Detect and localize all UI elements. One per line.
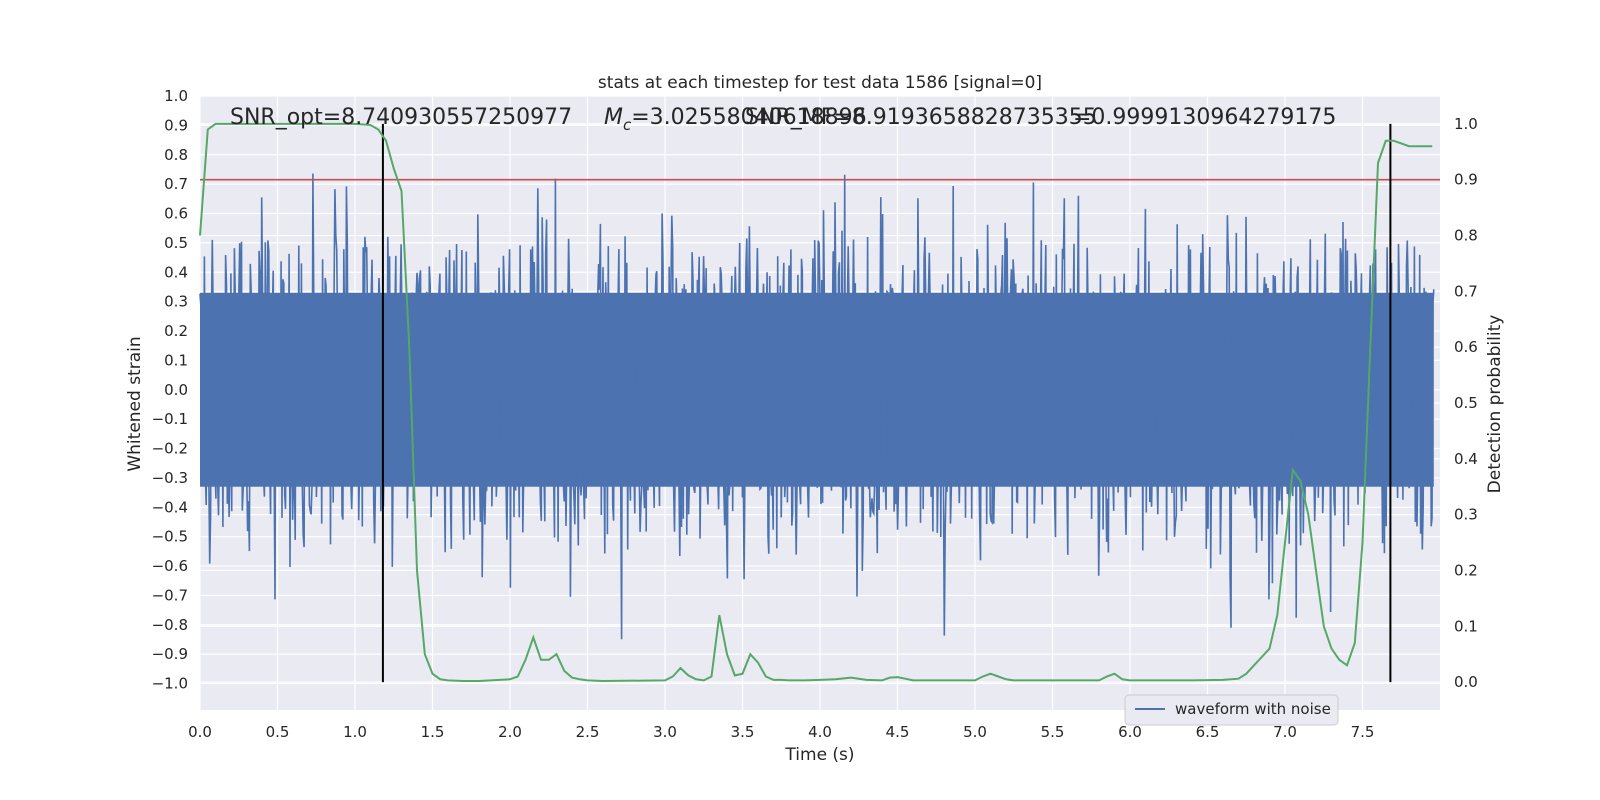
x-tick-label: 1.0	[343, 723, 367, 741]
y-left-tick-label: 0.3	[164, 293, 188, 311]
probability-line	[199, 122, 1433, 683]
strain-series	[199, 173, 1435, 640]
x-tick-label: 5.0	[963, 723, 987, 741]
y-right-tick-label: 0.4	[1454, 450, 1478, 468]
y-left-tick-label: 1.0	[164, 87, 188, 105]
y-right-tick-label: 0.1	[1454, 617, 1478, 635]
y-left-tick-label: 0.8	[164, 146, 188, 164]
y-left-tick-label: 0.1	[164, 351, 188, 369]
left-axis-ticks: 1.0 0.9 0.8 0.7 0.6 0.5 0.4 0.3 0.2 0.1 0.0 −0.1 −0.…	[152, 87, 188, 693]
x-tick-label: 7.0	[1273, 723, 1297, 741]
y-right-tick-label: 1.0	[1454, 115, 1478, 133]
x-axis-ticks: 0.0 0.5 1.0 1.5 2.0 2.5 3.0 3.5 4.0 4.5 5.0 5.5 6.0 6…	[188, 723, 1374, 741]
y-left-tick-label: −0.7	[152, 586, 188, 604]
y-left-tick-label: −1.0	[152, 675, 188, 693]
annotation-snr-mf: SNR_MF=8.9193658828735355	[745, 105, 1097, 130]
y-left-tick-label: −0.5	[152, 528, 188, 546]
x-tick-label: 3.5	[731, 723, 755, 741]
annotation-snr-opt: SNR_opt=8.740930557250977	[230, 105, 572, 130]
y-left-tick-label: 0.4	[164, 263, 188, 281]
y-left-tick-label: 0.0	[164, 381, 188, 399]
x-tick-label: 0.0	[188, 723, 212, 741]
legend-label: waveform with noise	[1175, 700, 1331, 718]
y-right-tick-label: 0.6	[1454, 338, 1478, 356]
y-left-tick-label: 0.6	[164, 205, 188, 223]
annotation-chirp-mass: Mc=3.02558040618896	[604, 105, 867, 134]
y-right-tick-label: 0.7	[1454, 282, 1478, 300]
strain-line	[199, 173, 1435, 640]
legend-box	[1124, 694, 1339, 726]
y-left-tick-label: −0.2	[152, 440, 188, 458]
y-right-tick-label: 0.0	[1454, 673, 1478, 691]
y-left-tick-label: −0.8	[152, 616, 188, 634]
x-tick-label: 2.0	[498, 723, 522, 741]
y-right-tick-label: 0.2	[1454, 561, 1478, 579]
x-tick-label: 0.5	[266, 723, 290, 741]
chart-title: stats at each timestep for test data 158…	[598, 73, 1042, 93]
x-tick-label: 2.5	[576, 723, 600, 741]
y-left-tick-label: 0.7	[164, 175, 188, 193]
y-right-tick-label: 0.5	[1454, 394, 1478, 412]
x-tick-label: 6.5	[1196, 723, 1220, 741]
annotation-fourth: =0.9999130964279175	[1073, 105, 1336, 130]
y-left-tick-label: −0.3	[152, 469, 188, 487]
x-tick-label: 6.0	[1118, 723, 1142, 741]
right-axis-label: Detection probability	[1485, 315, 1505, 494]
y-left-tick-label: −0.6	[152, 557, 188, 575]
y-left-tick-label: 0.5	[164, 234, 188, 252]
y-right-tick-label: 0.8	[1454, 227, 1478, 245]
y-left-tick-label: 0.2	[164, 322, 188, 340]
y-left-tick-label: −0.1	[152, 410, 188, 428]
y-left-tick-label: 0.9	[164, 116, 188, 134]
legend: waveform with noise	[1124, 694, 1339, 726]
x-tick-label: 3.0	[653, 723, 677, 741]
right-axis-ticks: 1.0 0.9 0.8 0.7 0.6 0.5 0.4 0.3 0.2 0.1 0.0	[1454, 115, 1478, 691]
x-tick-label: 4.0	[808, 723, 832, 741]
probability-series	[199, 122, 1433, 683]
y-right-tick-label: 0.9	[1454, 171, 1478, 189]
x-tick-label: 7.5	[1351, 723, 1375, 741]
y-left-tick-label: −0.9	[152, 645, 188, 663]
x-tick-label: 4.5	[886, 723, 910, 741]
x-tick-label: 5.5	[1041, 723, 1065, 741]
x-tick-label: 1.5	[421, 723, 445, 741]
x-axis-label: Time (s)	[784, 745, 854, 765]
y-left-tick-label: −0.4	[152, 498, 188, 516]
vertical-lines	[381, 123, 1392, 683]
y-right-tick-label: 0.3	[1454, 506, 1478, 524]
left-axis-label: Whitened strain	[125, 336, 145, 471]
